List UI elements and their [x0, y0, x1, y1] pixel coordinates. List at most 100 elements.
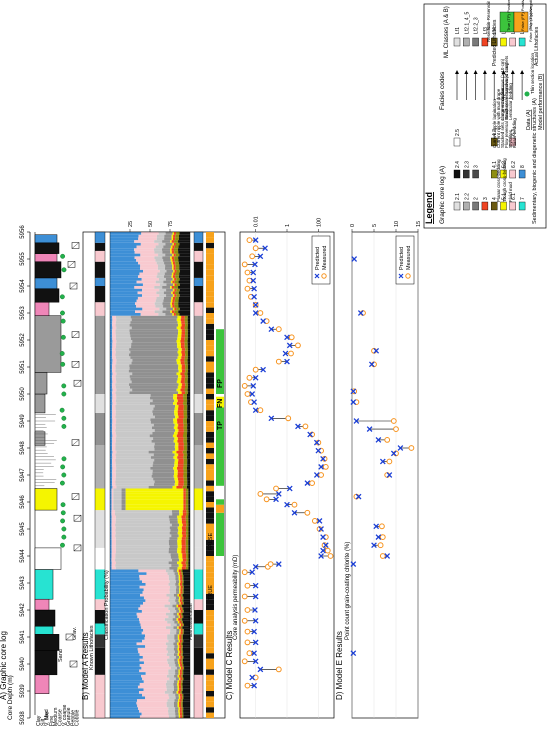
probability-segment	[181, 686, 182, 689]
probability-segment	[183, 426, 187, 429]
probability-segment	[167, 675, 174, 678]
probability-segment	[184, 462, 188, 465]
panel-c-axis-label: Core analysis permeability (mD)	[233, 555, 239, 640]
probability-segment	[180, 607, 182, 610]
probability-segment	[178, 680, 179, 683]
probability-segment	[171, 281, 173, 284]
probability-segment	[110, 510, 111, 513]
probability-segment	[110, 313, 141, 316]
probability-segment	[140, 586, 170, 589]
probability-segment	[167, 270, 174, 273]
final-classification-segment	[194, 694, 203, 718]
probability-segment	[182, 540, 186, 543]
probability-segment	[110, 694, 142, 697]
thin-section-dot	[61, 319, 65, 323]
probability-segment	[167, 594, 174, 597]
legend-non-reservoir: Non-Reservoir	[486, 0, 491, 30]
probability-segment	[182, 669, 183, 672]
measured-point	[387, 459, 392, 464]
probability-segment	[110, 470, 112, 473]
probability-segment	[115, 354, 129, 357]
probability-segment	[167, 621, 174, 624]
probability-segment	[115, 559, 172, 562]
probability-segment	[112, 507, 114, 510]
probability-segment	[153, 399, 175, 402]
probability-segment	[122, 497, 126, 500]
probability-segment	[187, 451, 190, 454]
probability-segment	[110, 464, 112, 467]
legend-tn-text: True (TN) Negative	[528, 0, 533, 30]
probability-segment	[188, 494, 190, 497]
probability-segment	[132, 381, 177, 384]
probability-segment	[184, 399, 188, 402]
probability-segment	[183, 624, 184, 627]
probability-segment	[142, 678, 169, 681]
probability-segment	[170, 632, 176, 635]
probability-segment	[177, 686, 178, 689]
probability-segment	[179, 513, 183, 516]
known-lithofacies-segment	[95, 302, 105, 316]
probability-segment	[185, 332, 188, 335]
probability-segment	[177, 381, 181, 384]
probability-segment	[173, 394, 177, 397]
probability-segment	[112, 532, 116, 535]
probability-segment	[184, 483, 187, 486]
probability-segment	[110, 478, 112, 481]
probability-segment	[115, 513, 172, 516]
probability-segment	[169, 551, 178, 554]
probability-segment	[110, 386, 112, 389]
probability-segment	[183, 675, 190, 678]
thin-section-dot	[62, 384, 66, 388]
probability-segment	[110, 715, 140, 718]
probability-segment	[110, 610, 142, 613]
probability-segment	[157, 237, 164, 240]
probability-segment	[158, 267, 165, 270]
probability-segment	[112, 529, 116, 532]
probability-segment	[141, 313, 159, 316]
legend-facies-code: 7	[520, 197, 526, 200]
true-false-segment	[206, 351, 214, 356]
final-classification-segment	[194, 675, 203, 694]
thin-section-dot	[62, 527, 66, 531]
probability-segment	[175, 443, 178, 446]
probability-segment	[184, 678, 190, 681]
probability-segment	[177, 340, 181, 343]
depth-tick-label: 5948	[20, 441, 26, 455]
probability-segment	[136, 702, 166, 705]
final-classification-segment	[194, 570, 203, 600]
depth-tick-label: 5942	[20, 603, 26, 617]
probability-segment	[130, 324, 179, 327]
probability-segment	[112, 537, 116, 540]
true-false-segment	[206, 281, 214, 286]
probability-segment	[182, 553, 186, 556]
probability-segment	[174, 289, 176, 292]
probability-segment	[163, 302, 171, 305]
true-false-segment	[206, 610, 214, 615]
probability-segment	[184, 408, 188, 411]
probability-segment	[110, 416, 112, 419]
probability-segment	[182, 691, 190, 694]
performance-segment	[216, 499, 224, 504]
probability-segment	[178, 545, 182, 548]
probability-segment	[180, 624, 181, 627]
probability-segment	[110, 467, 112, 470]
true-false-segment	[206, 605, 214, 610]
probability-segment	[181, 621, 182, 624]
probability-segment	[168, 699, 175, 702]
probability-segment	[110, 343, 112, 346]
probability-segment	[188, 383, 190, 386]
probability-segment	[154, 251, 162, 254]
legend-facies-code: 2.2	[464, 193, 470, 200]
probability-segment	[181, 705, 182, 708]
probability-segment	[175, 583, 178, 586]
probability-segment	[110, 456, 112, 459]
probability-segment	[173, 270, 174, 273]
probability-segment	[110, 499, 112, 502]
probability-segment	[164, 262, 171, 265]
probability-segment	[176, 678, 179, 681]
lithology-bed	[35, 394, 45, 413]
probability-segment	[178, 462, 184, 465]
probability-segment	[171, 553, 179, 556]
probability-segment	[181, 594, 182, 597]
probability-segment	[177, 691, 179, 694]
